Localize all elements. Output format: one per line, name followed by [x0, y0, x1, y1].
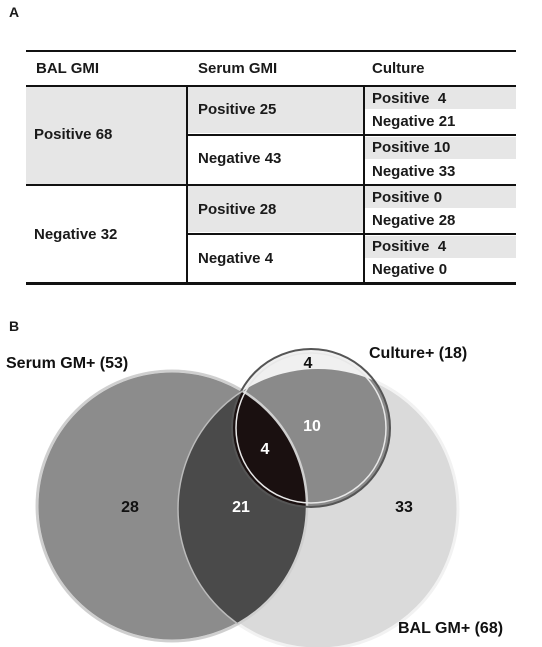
- header-rule: [26, 85, 516, 87]
- bal-set-label: BAL GM+ (68): [398, 620, 503, 637]
- serum-cell: Positive 25: [198, 101, 277, 118]
- top-rule: [26, 50, 516, 52]
- culture-set-label: Culture+ (18): [369, 345, 467, 362]
- culture-shade-1: [365, 87, 516, 109]
- panel-b-label: B: [9, 318, 20, 334]
- bal-positive-shade: [26, 87, 186, 184]
- culture-cell: Negative 0: [372, 261, 448, 278]
- serum-set-label: Serum GM+ (53): [6, 355, 128, 372]
- panel-a-label: A: [9, 4, 20, 20]
- serum-positive-shade: [188, 87, 363, 133]
- culture-cell: Positive 4: [372, 238, 447, 255]
- region-culture-bal: 10: [303, 418, 321, 435]
- serum-positive-shade-2: [188, 186, 363, 232]
- region-bal-only: 33: [395, 499, 413, 516]
- bal-negative-cell: Negative 32: [34, 226, 118, 243]
- region-serum-bal: 21: [232, 499, 250, 516]
- region-culture-only: 4: [304, 355, 313, 372]
- culture-cell: Positive 10: [372, 139, 451, 156]
- culture-cell: Negative 28: [372, 212, 456, 229]
- culture-shade-4: [365, 236, 516, 258]
- region-all-three: 4: [261, 441, 270, 458]
- venn-diagram: 28 21 4 10 4 33 Serum GM+ (53) Culture+ …: [6, 345, 503, 647]
- serum-divider-1: [188, 134, 516, 136]
- header-culture: Culture: [372, 60, 425, 77]
- culture-shade-2: [365, 137, 516, 159]
- triple-overlap: [232, 371, 307, 507]
- bal-divider: [26, 184, 516, 186]
- results-table: BAL GMI Serum GMI Culture Positive 68 Ne…: [26, 50, 516, 285]
- col-divider-1: [186, 87, 188, 282]
- serum-divider-2: [188, 233, 516, 235]
- col-divider-2: [363, 87, 365, 282]
- header-serum-gmi: Serum GMI: [198, 60, 278, 77]
- bottom-rule: [26, 282, 516, 285]
- serum-cell: Positive 28: [198, 201, 277, 218]
- region-serum-only: 28: [121, 499, 139, 516]
- culture-cell: Positive 0: [372, 189, 443, 206]
- culture-outline: [231, 348, 391, 508]
- bal-positive-cell: Positive 68: [34, 126, 113, 143]
- culture-cell: Negative 21: [372, 113, 456, 130]
- bal-outline: [177, 371, 307, 641]
- culture-shade-3: [365, 186, 516, 208]
- culture-inner-outline: [235, 352, 387, 504]
- header-bal-gmi: BAL GMI: [36, 60, 100, 77]
- serum-cell: Negative 4: [198, 250, 274, 267]
- serum-cell: Negative 43: [198, 150, 282, 167]
- culture-cell: Positive 4: [372, 90, 447, 107]
- culture-cell: Negative 33: [372, 163, 456, 180]
